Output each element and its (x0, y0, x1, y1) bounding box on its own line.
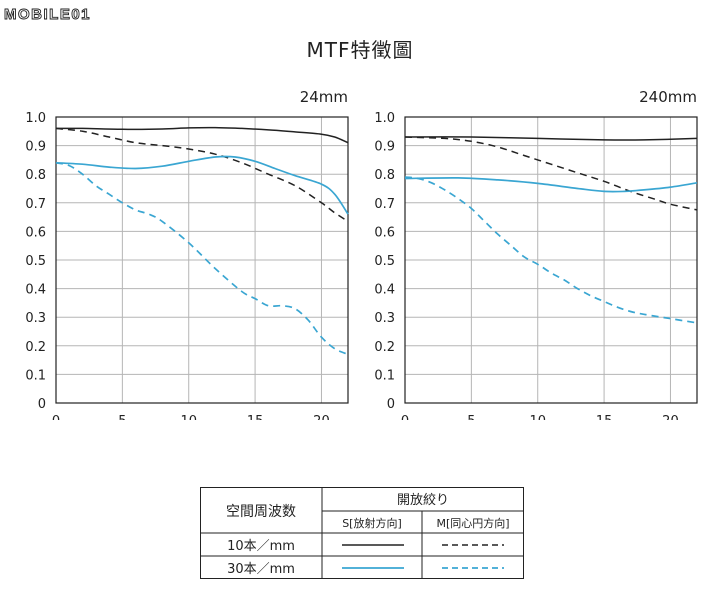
y-tick-label-0.3: 0.3 (374, 311, 395, 326)
y-tick-label-0: 0 (387, 397, 395, 412)
legend-row-10-label: 10本／mm (227, 539, 295, 554)
legend-col-sagittal: S[放射方向] (342, 516, 402, 530)
page-title: MTF特徵圖 (306, 38, 414, 62)
y-tick-label-0.9: 0.9 (25, 140, 46, 155)
y-tick-label-0.6: 0.6 (25, 225, 46, 240)
logo-text: MOBILE01 (4, 6, 91, 23)
series-S10-240mm (404, 136, 698, 141)
legend-col-meridional: M[同心円方向] (436, 516, 509, 530)
x-tick-label-0: 0 (52, 414, 60, 420)
x-tick-label-20: 20 (313, 414, 330, 420)
series-M10-24mm (55, 127, 349, 223)
series-S10-24mm (55, 126, 349, 144)
chart-title-240mm: 240mm (639, 88, 697, 106)
y-tick-label-0.6: 0.6 (374, 225, 395, 240)
series-M10-240mm (404, 136, 698, 211)
y-tick-label-1.0: 1.0 (25, 111, 46, 126)
chart-title-24mm: 24mm (300, 88, 348, 106)
y-tick-label-0.5: 0.5 (374, 254, 395, 269)
mtf-chart-240mm-svg: 240mm 0 5 10 15 20 0 0.1 0.2 0.3 0.4 0.5 0.6 0.7 0.8 0.… (374, 88, 698, 420)
x-tick-label-15: 15 (596, 414, 613, 420)
y-tick-label-0.8: 0.8 (25, 168, 46, 183)
series-M30-24mm (55, 161, 349, 356)
legend-table-svg: 空間周波数 開放絞り S[放射方向] M[同心円方向] 10本／mm 30本／m… (200, 487, 524, 579)
mobile01-logo: MOBILE01 (4, 6, 91, 24)
x-tick-label-10: 10 (529, 414, 546, 420)
legend-header-frequency: 空間周波数 (226, 504, 296, 520)
y-tick-label-0.4: 0.4 (374, 283, 395, 298)
mtf-chart-240mm: 240mm 0 5 10 15 20 0 0.1 0.2 0.3 0.4 0.5 0.6 0.7 0.8 0.… (360, 80, 720, 420)
x-tick-label-15: 15 (247, 414, 264, 420)
x-tick-label-20: 20 (662, 414, 679, 420)
mtf-chart-24mm-svg: 24mm 0 5 10 15 20 0 0.1 0.2 0.3 0.4 0.5 0.6 0.7 0.8 0.9… (25, 88, 349, 420)
x-tick-label-5: 5 (467, 414, 475, 420)
y-tick-label-0.4: 0.4 (25, 283, 46, 298)
x-tick-label-10: 10 (180, 414, 197, 420)
y-tick-label-0.1: 0.1 (374, 368, 395, 383)
y-tick-label-0.7: 0.7 (374, 197, 395, 212)
series-S30-240mm (404, 177, 698, 193)
y-tick-label-0.9: 0.9 (374, 140, 395, 155)
y-tick-label-0.2: 0.2 (374, 340, 395, 355)
x-tick-label-5: 5 (118, 414, 126, 420)
y-tick-label-0.8: 0.8 (374, 168, 395, 183)
y-tick-label-0.7: 0.7 (25, 197, 46, 212)
y-tick-label-0.1: 0.1 (25, 368, 46, 383)
series-S30-24mm (55, 155, 349, 215)
y-tick-label-0.2: 0.2 (25, 340, 46, 355)
legend-table: 空間周波数 開放絞り S[放射方向] M[同心円方向] 10本／mm 30本／m… (200, 487, 524, 579)
legend-header-aperture: 開放絞り (397, 493, 449, 508)
y-tick-label-0: 0 (38, 397, 46, 412)
legend-row-30-label: 30本／mm (227, 562, 295, 577)
y-tick-label-0.3: 0.3 (25, 311, 46, 326)
series-M30-240mm (404, 176, 698, 324)
plot-frame (404, 116, 698, 404)
mtf-chart-24mm: 24mm 0 5 10 15 20 0 0.1 0.2 0.3 0.4 0.5 0.6 0.7 0.8 0.9… (0, 80, 360, 420)
y-tick-label-0.5: 0.5 (25, 254, 46, 269)
plot-frame (55, 116, 349, 404)
y-tick-label-1.0: 1.0 (374, 111, 395, 126)
x-tick-label-0: 0 (401, 414, 409, 420)
